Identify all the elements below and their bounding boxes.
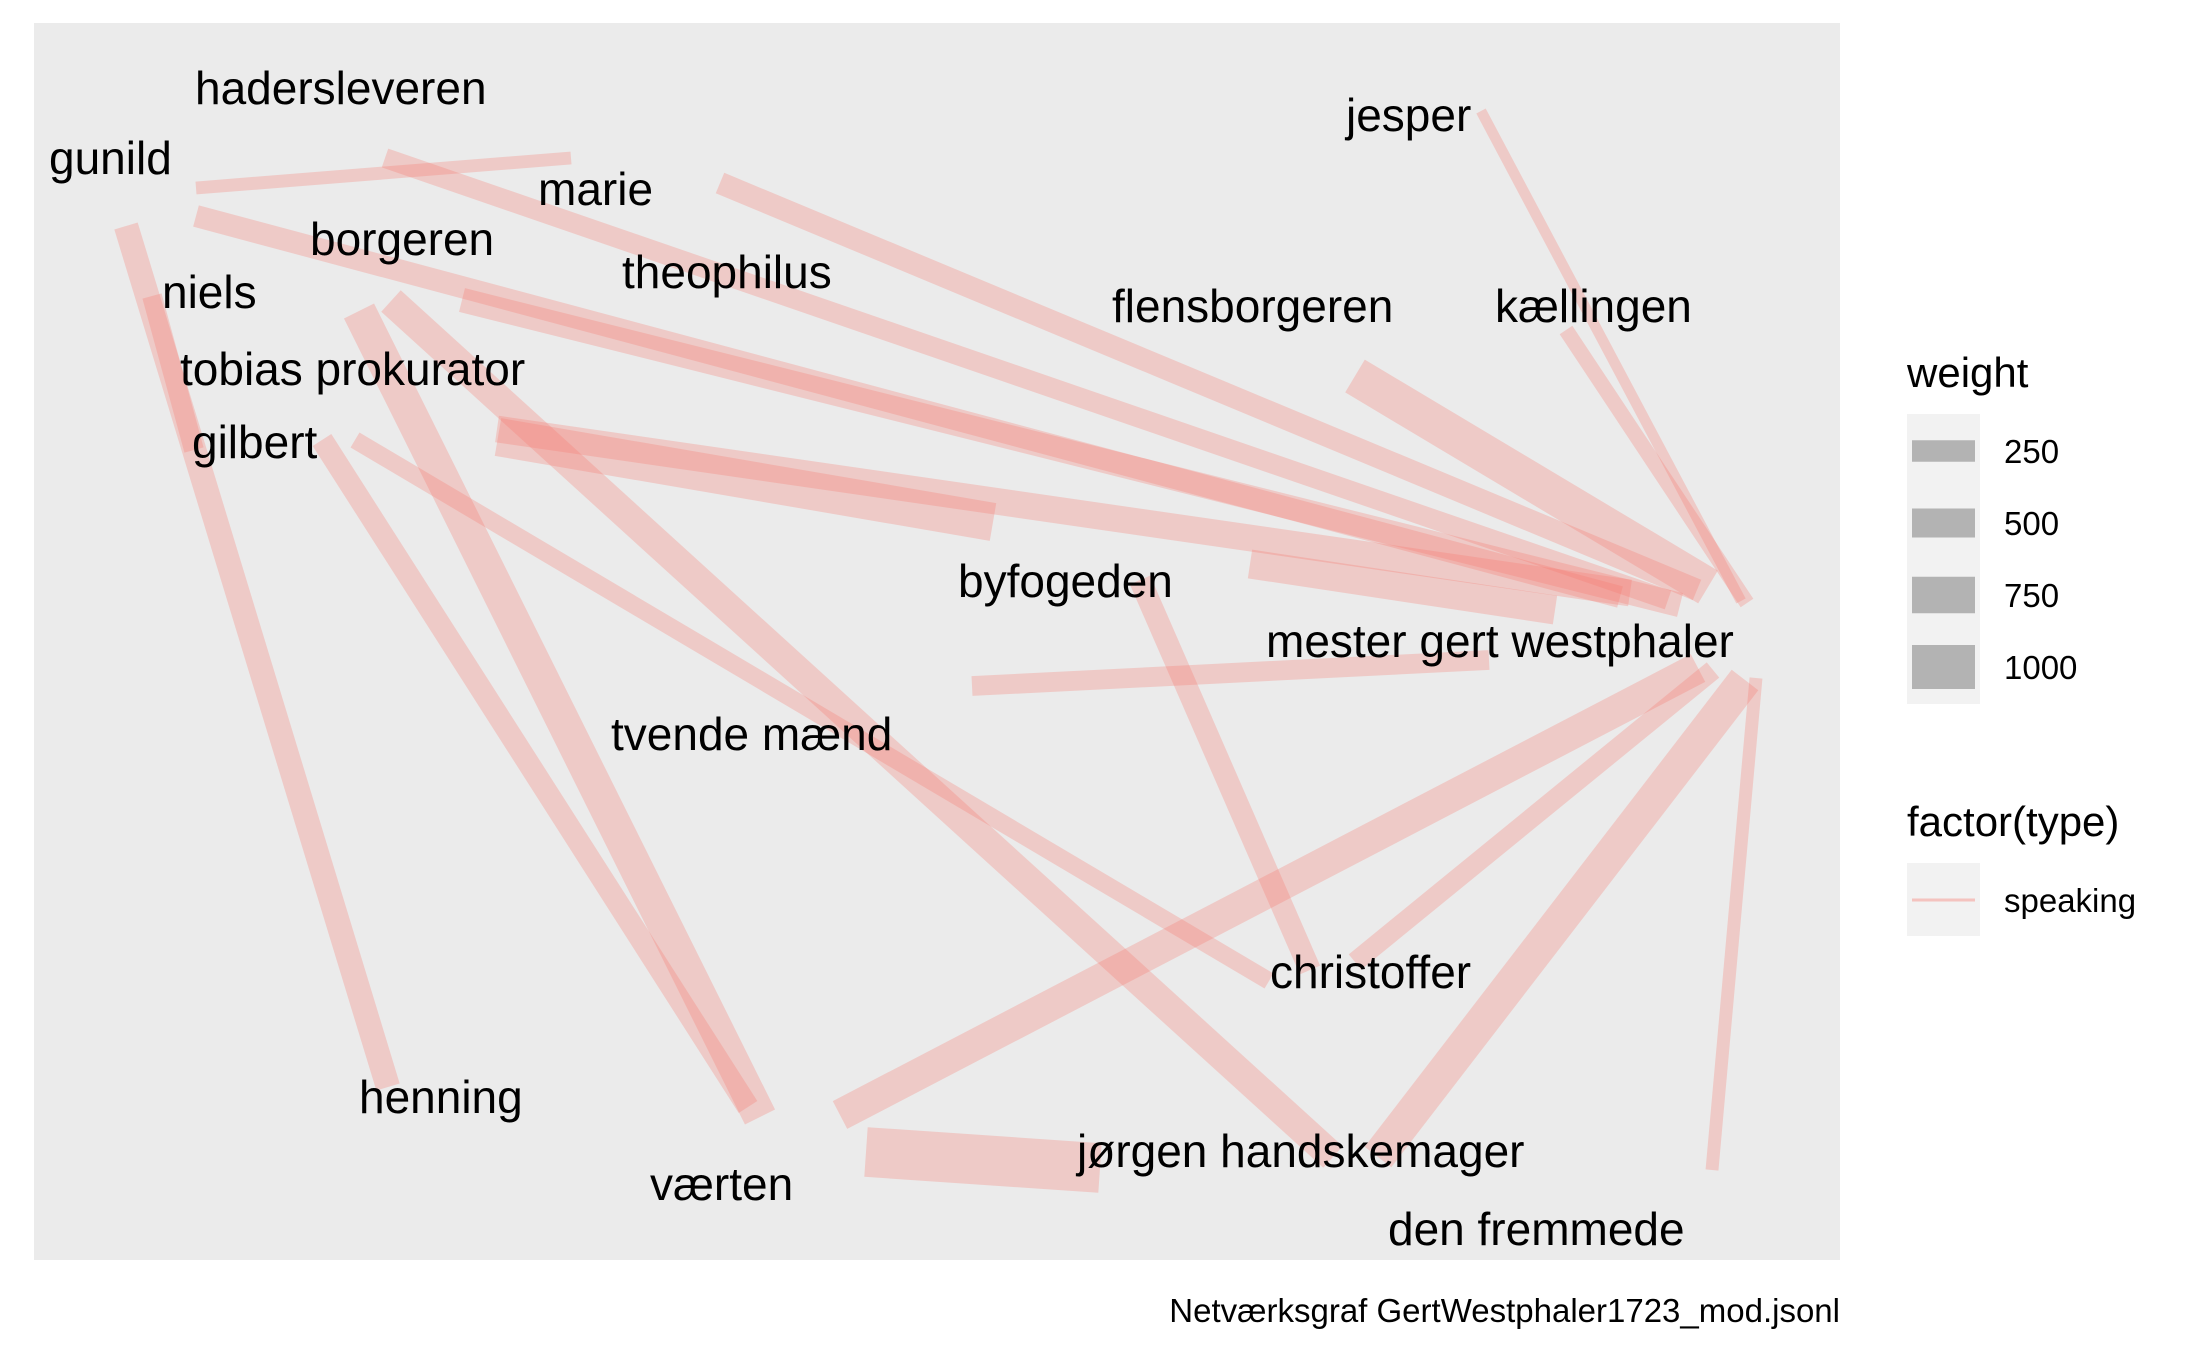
node-label-vaerten: værten (650, 1158, 793, 1210)
node-label-jesper: jesper (1344, 89, 1471, 141)
legend-weight-key-1000 (1912, 645, 1975, 689)
node-label-niels: niels (162, 266, 257, 318)
edge-fremmede-gert (1705, 677, 1763, 1171)
node-label-theophilus: theophilus (622, 246, 832, 298)
edge-theophilus-gert (495, 415, 1632, 607)
plot-panel (34, 23, 1840, 1260)
edge-tobias-byfogeden (494, 418, 997, 541)
legend-type-keys: speaking (1912, 882, 2136, 919)
node-label-byfogeden: byfogeden (958, 555, 1173, 607)
edge-haderslevern-gert (381, 148, 1672, 610)
legend-type-key-bg (1907, 863, 1980, 936)
edge-borgeren-gert (459, 288, 1683, 617)
node-labels-layer: hadersleveren gunild marie borgeren theophil… (49, 62, 1734, 1255)
edge-marie-gert (715, 172, 1702, 601)
node-label-gert: mester gert westphaler (1266, 615, 1734, 667)
legend-weight-key-500 (1912, 508, 1975, 538)
legend-weight-label-1000: 1000 (2004, 649, 2077, 686)
node-label-borgeren: borgeren (310, 213, 494, 265)
edge-tobias-jorgen (381, 290, 1343, 1168)
legend-weight-key-250 (1912, 440, 1975, 462)
edge-vaerten-gert (832, 654, 1706, 1129)
edge-tvende-gert (971, 650, 1490, 696)
edge-byfogeden-christoffer (1129, 575, 1321, 975)
edge-gunild-gert (193, 205, 1623, 608)
node-label-marie: marie (538, 163, 653, 215)
legend-weight: weight 250 500 750 1000 (1906, 349, 2077, 704)
edge-christoffer-gert (1348, 662, 1720, 970)
legend-type-label-speaking: speaking (2004, 882, 2136, 919)
node-label-tvende: tvende mænd (611, 708, 892, 760)
edge-tobias-vaerten (343, 303, 776, 1125)
edge-niels-tobias (142, 293, 204, 453)
legend-weight-title: weight (1906, 349, 2029, 396)
node-label-tobias: tobias prokurator (180, 343, 525, 395)
edge-jorgen-gert (1364, 669, 1759, 1168)
node-label-jorgen: jørgen handskemager (1075, 1125, 1524, 1177)
node-label-flensborgeren: flensborgeren (1112, 280, 1393, 332)
legend-weight-keys: 250 500 750 1000 (1912, 433, 2077, 689)
node-label-christoffer: christoffer (1270, 946, 1471, 998)
edge-vaerten-jorgen (864, 1127, 1102, 1193)
edge-byfogeden-gert (1247, 549, 1558, 625)
edge-gilbert-christoffer (350, 432, 1274, 989)
legend-type: factor(type) speaking (1907, 798, 2136, 936)
edge-gunild-marie (195, 151, 572, 195)
edge-gilbert-vaerten (312, 434, 758, 1113)
edge-flensborgeren-gert (1345, 359, 1718, 604)
node-label-henning: henning (359, 1071, 523, 1123)
legend-weight-key-750 (1912, 576, 1975, 614)
plot-caption: Netværksgraf GertWestphaler1723_mod.json… (1169, 1292, 1840, 1329)
node-label-kaellingen: kællingen (1495, 280, 1692, 332)
edges-layer (114, 108, 1763, 1193)
node-label-fremmede: den fremmede (1388, 1203, 1685, 1255)
edge-jesper-gert (1476, 108, 1746, 604)
node-label-haderslevern: hadersleveren (195, 62, 487, 114)
legend-weight-label-250: 250 (2004, 433, 2059, 470)
legend-weight-label-750: 750 (2004, 577, 2059, 614)
legend-type-title: factor(type) (1907, 798, 2119, 845)
node-label-gilbert: gilbert (192, 416, 318, 468)
edge-kaellingen-gert (1559, 325, 1754, 608)
edge-gunild-henning (114, 222, 400, 1091)
legend-weight-label-500: 500 (2004, 505, 2059, 542)
node-label-gunild: gunild (49, 132, 172, 184)
